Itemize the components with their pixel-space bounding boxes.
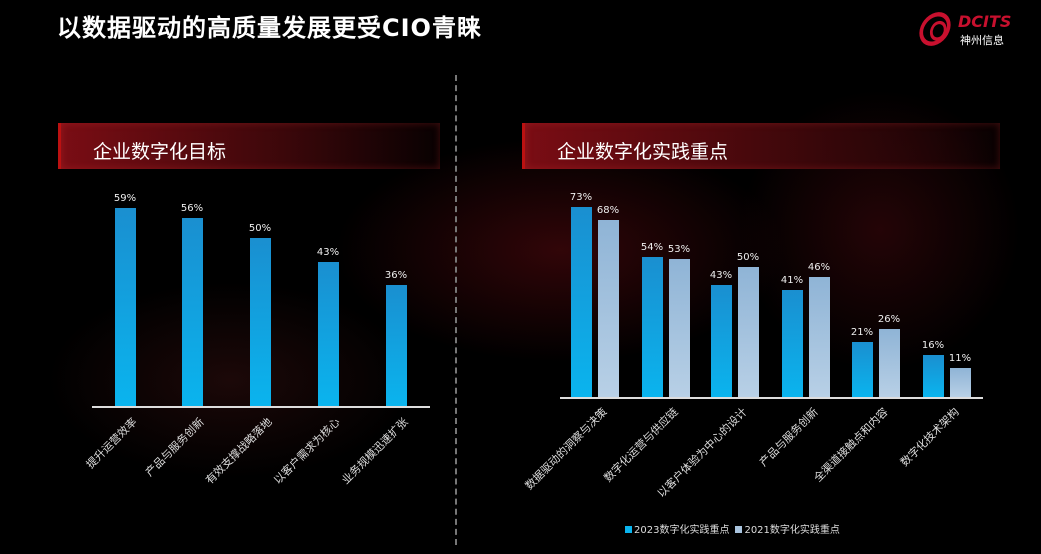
data-label: 73% (569, 192, 593, 204)
left-chart-title: 企业数字化目标 (58, 123, 440, 169)
data-label: 68% (596, 205, 620, 217)
bar-2023 (571, 207, 592, 397)
data-label: 26% (877, 314, 901, 326)
data-label: 43% (709, 270, 733, 282)
bar-2023 (711, 285, 732, 397)
data-label: 54% (640, 241, 664, 253)
bar-2023 (782, 290, 803, 397)
bar (250, 238, 271, 406)
left-x-axis (92, 406, 430, 408)
legend-2021: 2021数字化实践重点 (735, 521, 840, 536)
data-label: 36% (384, 270, 408, 282)
bar (386, 285, 407, 406)
bar-2023 (642, 256, 663, 397)
data-label: 50% (248, 223, 272, 234)
data-label: 43% (316, 246, 340, 258)
bar-2021 (738, 267, 759, 397)
bar (318, 261, 339, 406)
bar-2021 (598, 220, 619, 397)
data-label: 59% (113, 192, 137, 204)
divider (455, 75, 457, 545)
data-label: 50% (736, 252, 760, 263)
data-label: 16% (921, 340, 945, 352)
bar-2021 (879, 329, 900, 397)
data-label: 11% (948, 353, 972, 365)
legend: 2023数字化实践重点 2021数字化实践重点 (625, 521, 840, 536)
right-chart-title: 企业数字化实践重点 (522, 123, 1000, 169)
data-label: 21% (850, 327, 874, 339)
logo-name: 神州信息 (960, 34, 1004, 47)
logo-brand: DCITS (958, 12, 1012, 31)
right-x-axis (560, 397, 983, 399)
bar (115, 207, 136, 406)
data-label: 56% (180, 202, 204, 214)
bar-2021 (669, 259, 690, 397)
legend-2023: 2023数字化实践重点 (625, 521, 729, 536)
data-label: 53% (667, 244, 691, 256)
data-label: 41% (780, 275, 804, 287)
bar-2021 (950, 368, 971, 397)
page-title: 以数据驱动的高质量发展更受CIO青睐 (57, 14, 482, 42)
bar (182, 217, 203, 406)
bar-2021 (809, 277, 830, 397)
bar-2023 (923, 355, 944, 397)
logo-mark-icon (916, 6, 954, 52)
logo: DCITS 神州信息 (916, 6, 1038, 52)
data-label: 46% (807, 262, 831, 274)
bar-2023 (852, 342, 873, 397)
